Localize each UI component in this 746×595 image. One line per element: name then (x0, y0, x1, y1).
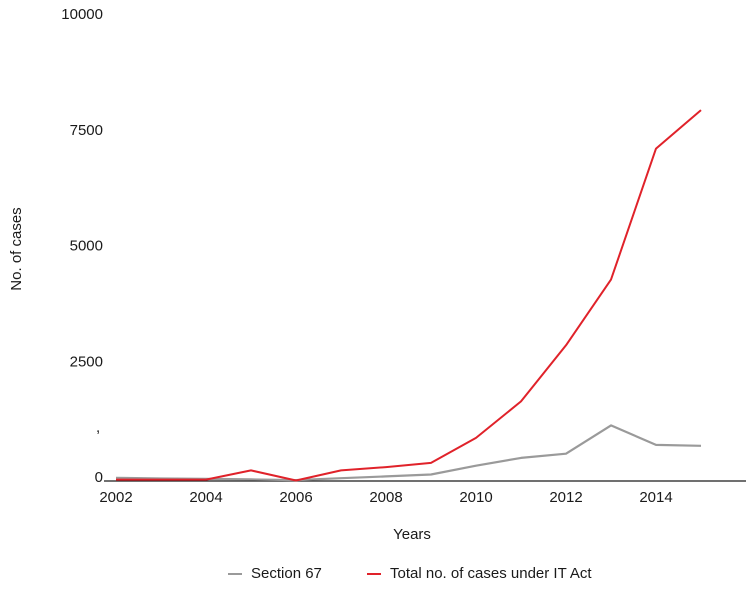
x-tick-label: 2002 (99, 489, 132, 506)
y-tick-label: 5000 (70, 238, 103, 255)
x-axis-title: Years (393, 526, 431, 543)
x-tick-label: 2006 (279, 489, 312, 506)
legend-swatch-total-cases (367, 572, 381, 575)
series-line-total-cases (116, 109, 702, 482)
x-tick-label: 2012 (549, 489, 582, 506)
series-line-section-67 (115, 424, 702, 482)
y-tick-label: 10000 (61, 6, 103, 23)
x-tick-label: 2008 (369, 489, 402, 506)
y-axis-title: No. of cases (8, 207, 25, 290)
legend-item-section-67: Section 67 (228, 565, 322, 582)
x-tick-label: 2014 (639, 489, 672, 506)
x-tick-label: 2004 (189, 489, 222, 506)
y-tick-label: 7500 (70, 122, 103, 139)
stray-mark: , (96, 419, 100, 436)
y-axis-ticks: 0 2500 5000 7500 10000 (61, 6, 103, 486)
legend-label-total-cases: Total no. of cases under IT Act (390, 565, 592, 582)
legend: Section 67 Total no. of cases under IT A… (0, 565, 746, 589)
x-axis-ticks: 2002 2004 2006 2008 2010 2012 2014 (99, 489, 672, 506)
legend-item-total-cases: Total no. of cases under IT Act (367, 565, 592, 582)
series-layer (115, 109, 702, 482)
legend-swatch-section-67 (228, 572, 242, 575)
y-tick-label: 2500 (70, 353, 103, 370)
legend-label-section-67: Section 67 (251, 565, 322, 582)
y-tick-label: 0 (95, 469, 103, 486)
x-tick-label: 2010 (459, 489, 492, 506)
